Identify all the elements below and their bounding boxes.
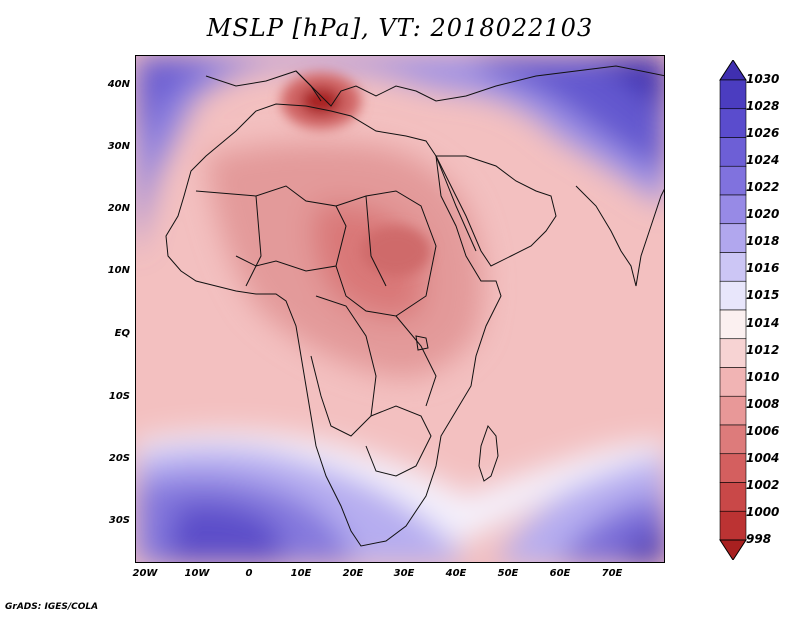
colorbar-label: 1016 — [746, 261, 780, 276]
lon-label-10w: 10W — [184, 568, 210, 579]
colorbar-swatch — [719, 194, 747, 225]
colorbar-label: 1008 — [746, 396, 780, 411]
colorbar-swatch — [719, 367, 747, 397]
colorbar-swatch — [719, 223, 747, 253]
colorbar-label: 1015 — [746, 288, 780, 303]
lon-label-20e: 20E — [342, 568, 364, 579]
colorbar-label: 998 — [746, 532, 772, 546]
lon-label-50e: 50E — [497, 568, 519, 579]
colorbar-label: 1010 — [746, 369, 780, 384]
colorbar-label: 1004 — [746, 450, 780, 465]
colorbar-label: 1026 — [746, 126, 780, 141]
colorbar-label: 1012 — [746, 342, 780, 357]
colorbar-swatch-top — [719, 60, 747, 81]
lon-label-0: 0 — [245, 568, 253, 579]
lon-label-10e: 10E — [290, 568, 312, 579]
colorbar-swatch — [719, 395, 747, 426]
colorbar-label: 1000 — [746, 504, 780, 519]
colorbar-label: 1018 — [746, 234, 780, 249]
map-panel — [135, 55, 665, 563]
lat-label-40n: 40N — [107, 79, 130, 90]
colorbar-label: 1006 — [746, 423, 780, 438]
lon-label-60e: 60E — [549, 568, 571, 579]
colorbar-label: 1020 — [746, 207, 780, 222]
colorbar-swatch — [719, 108, 747, 138]
colorbar-swatch — [719, 252, 747, 282]
colorbar-swatch — [719, 510, 747, 541]
coastlines — [165, 65, 664, 547]
colorbar-swatch — [719, 79, 747, 110]
lat-label-30n: 30N — [107, 141, 130, 152]
lat-label-20n: 20N — [107, 203, 130, 214]
colorbar-swatch — [719, 424, 747, 455]
colorbar-swatch — [719, 280, 747, 311]
pressure-field — [136, 56, 664, 562]
colorbar-swatch — [719, 482, 747, 512]
credit-text: GrADS: IGES/COLA — [5, 602, 99, 612]
colorbar-swatch — [719, 453, 747, 483]
lon-label-40e: 40E — [445, 568, 467, 579]
lat-label-eq: EQ — [114, 328, 130, 339]
mslp-map — [136, 56, 664, 562]
lon-label-70e: 70E — [601, 568, 623, 579]
lon-label-30e: 30E — [393, 568, 415, 579]
chart-title: MSLP [hPa], VT: 2018022103 — [206, 14, 594, 42]
lon-label-20w: 20W — [132, 568, 158, 579]
colorbar-swatch-bottom — [719, 539, 747, 560]
lat-label-10n: 10N — [107, 265, 130, 276]
colorbar-label: 1014 — [746, 315, 780, 330]
colorbar-label: 1028 — [746, 99, 780, 114]
colorbar-label: 1024 — [746, 153, 780, 168]
colorbar-swatch — [719, 309, 747, 340]
lat-label-20s: 20S — [108, 453, 130, 464]
colorbar-swatch — [719, 338, 747, 368]
colorbar-swatch — [719, 165, 747, 196]
colorbar — [719, 60, 747, 560]
lat-label-10s: 10S — [108, 391, 130, 402]
colorbar-label: 1002 — [746, 477, 780, 492]
colorbar-label: 1022 — [746, 180, 780, 195]
lat-label-30s: 30S — [108, 515, 130, 526]
colorbar-swatch — [719, 137, 747, 167]
colorbar-label: 1030 — [746, 72, 780, 86]
